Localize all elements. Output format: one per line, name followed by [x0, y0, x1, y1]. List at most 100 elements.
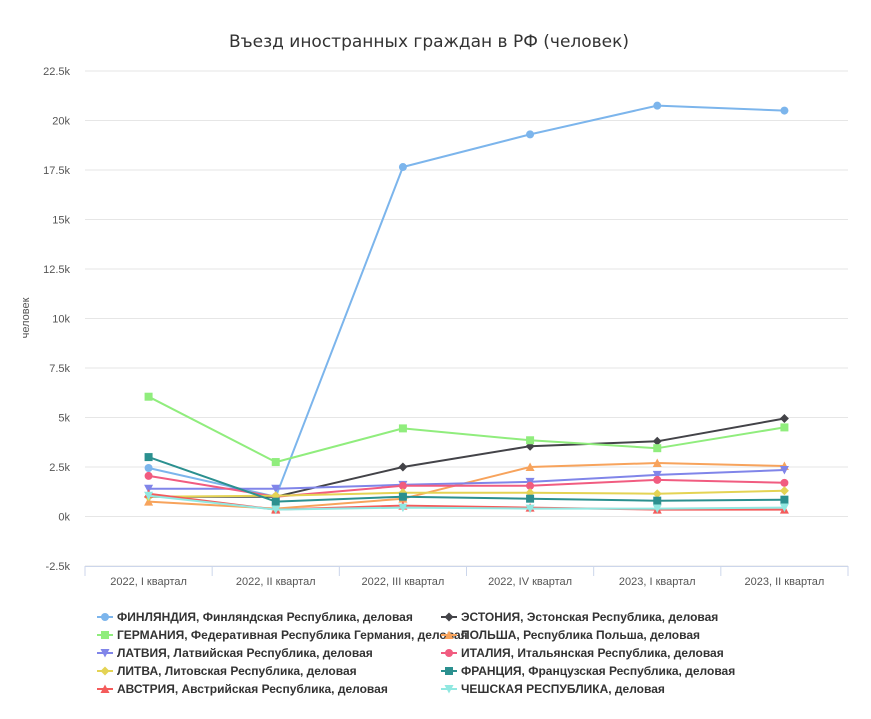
data-point[interactable] — [144, 463, 153, 472]
legend-label: ЭСТОНИЯ, Эстонская Республика, деловая — [461, 610, 718, 624]
legend-marker — [444, 630, 454, 639]
data-point[interactable] — [779, 486, 789, 496]
series-4 — [144, 465, 789, 494]
data-point[interactable] — [652, 436, 662, 446]
legend-marker — [100, 666, 110, 676]
y-tick-label: 7.5k — [49, 363, 70, 375]
y-tick-label: 0k — [58, 512, 70, 524]
data-point[interactable] — [398, 163, 407, 172]
data-point[interactable] — [271, 497, 280, 506]
data-point[interactable] — [144, 392, 153, 401]
data-point[interactable] — [398, 503, 408, 513]
data-point[interactable] — [653, 101, 662, 110]
legend-marker — [100, 684, 110, 693]
legend-label: АВСТРИЯ, Австрийская Республика, деловая — [117, 682, 388, 696]
data-point[interactable] — [144, 484, 154, 494]
data-point[interactable] — [144, 491, 154, 501]
data-point[interactable] — [271, 458, 280, 467]
series-line[interactable] — [148, 104, 785, 498]
data-point[interactable] — [780, 423, 789, 432]
legend: ФИНЛЯНДИЯ, Финляндская Республика, делов… — [97, 610, 735, 696]
data-point[interactable] — [652, 470, 662, 480]
legend-item[interactable]: ГЕРМАНИЯ, Федеративная Республика Герман… — [97, 628, 468, 642]
data-point[interactable] — [144, 453, 153, 462]
x-tick-label: 2023, I квартал — [619, 576, 696, 588]
legend-label: ИТАЛИЯ, Итальянская Республика, деловая — [461, 646, 724, 660]
data-point[interactable] — [526, 436, 535, 445]
legend-marker — [445, 667, 453, 675]
y-tick-label: 5k — [58, 413, 70, 425]
data-point[interactable] — [653, 496, 662, 505]
legend-item[interactable]: ЭСТОНИЯ, Эстонская Республика, деловая — [441, 610, 718, 624]
series-group — [144, 101, 789, 515]
data-point[interactable] — [526, 494, 535, 503]
legend-item[interactable]: ЛИТВА, Литовская Республика, деловая — [97, 664, 357, 678]
legend-item[interactable]: ПОЛЬША, Республика Польша, деловая — [441, 628, 700, 642]
series-2 — [144, 392, 789, 467]
y-tick-label: 2.5k — [49, 462, 70, 474]
legend-item[interactable]: ЛАТВИЯ, Латвийская Республика, деловая — [97, 646, 373, 660]
data-point[interactable] — [398, 481, 407, 490]
data-point[interactable] — [653, 475, 662, 484]
legend-label: ПОЛЬША, Республика Польша, деловая — [461, 628, 700, 642]
y-tick-label: 12.5k — [43, 264, 70, 276]
legend-label: ФРАНЦИЯ, Французская Республика, деловая — [461, 664, 735, 678]
y-axis: -2.5k 0k 2.5k 5k 7.5k 10k 12.5k 15k 17.5k 20k 22.5… — [43, 66, 70, 573]
data-point[interactable] — [398, 424, 407, 433]
data-point[interactable] — [525, 462, 535, 472]
data-point[interactable] — [780, 478, 789, 487]
legend-item[interactable]: ФРАНЦИЯ, Французская Республика, деловая — [441, 664, 735, 678]
legend-marker — [444, 685, 454, 694]
data-point[interactable] — [525, 504, 535, 514]
legend-marker — [445, 649, 453, 657]
legend-item[interactable]: ЧЕШСКАЯ РЕСПУБЛИКА, деловая — [441, 682, 665, 696]
series-0 — [144, 101, 789, 501]
y-tick-label: 10k — [52, 314, 70, 326]
data-point[interactable] — [779, 503, 789, 513]
legend-label: ЧЕШСКАЯ РЕСПУБЛИКА, деловая — [461, 682, 665, 696]
data-point[interactable] — [398, 462, 408, 472]
legend-item[interactable]: АВСТРИЯ, Австрийская Республика, деловая — [97, 682, 388, 696]
data-point[interactable] — [526, 481, 535, 490]
x-tick-label: 2022, IV квартал — [488, 576, 572, 588]
legend-label: ЛИТВА, Литовская Республика, деловая — [117, 664, 357, 678]
legend-marker — [101, 631, 109, 639]
data-point[interactable] — [652, 504, 662, 514]
y-tick-label: 20k — [52, 116, 70, 128]
data-point[interactable] — [780, 495, 789, 504]
series-line[interactable] — [148, 469, 785, 490]
series-line[interactable] — [148, 494, 785, 511]
data-point[interactable] — [779, 465, 789, 475]
grid — [85, 70, 848, 567]
x-tick-label: 2022, I квартал — [110, 576, 187, 588]
x-tick-label: 2023, II квартал — [745, 576, 825, 588]
series-7 — [144, 453, 789, 506]
y-tick-label: -2.5k — [46, 561, 71, 573]
legend-label: ЛАТВИЯ, Латвийская Республика, деловая — [117, 646, 373, 660]
legend-label: ФИНЛЯНДИЯ, Финляндская Республика, делов… — [117, 610, 413, 624]
chart-title: Въезд иностранных граждан в РФ (человек) — [229, 32, 629, 52]
x-tick-label: 2022, II квартал — [236, 576, 316, 588]
data-point[interactable] — [144, 471, 153, 480]
legend-item[interactable]: ФИНЛЯНДИЯ, Финляндская Республика, делов… — [97, 610, 413, 624]
data-point[interactable] — [780, 106, 789, 115]
data-point[interactable] — [398, 492, 407, 501]
data-point[interactable] — [144, 497, 154, 506]
series-9 — [144, 491, 789, 515]
legend-item[interactable]: ИТАЛИЯ, Итальянская Республика, деловая — [441, 646, 724, 660]
data-point[interactable] — [653, 444, 662, 453]
data-point[interactable] — [779, 413, 789, 423]
data-point[interactable] — [271, 484, 281, 494]
x-tick-label: 2022, III квартал — [362, 576, 445, 588]
legend-marker — [100, 649, 110, 658]
series-line[interactable] — [148, 456, 785, 503]
y-axis-label: человек — [20, 297, 32, 338]
data-point[interactable] — [652, 458, 662, 468]
data-point[interactable] — [526, 130, 535, 139]
data-point[interactable] — [652, 489, 662, 499]
series-line[interactable] — [148, 395, 785, 464]
y-tick-label: 22.5k — [43, 66, 70, 78]
data-point[interactable] — [271, 505, 281, 515]
series-line[interactable] — [148, 489, 785, 498]
legend-label: ГЕРМАНИЯ, Федеративная Республика Герман… — [117, 628, 468, 642]
